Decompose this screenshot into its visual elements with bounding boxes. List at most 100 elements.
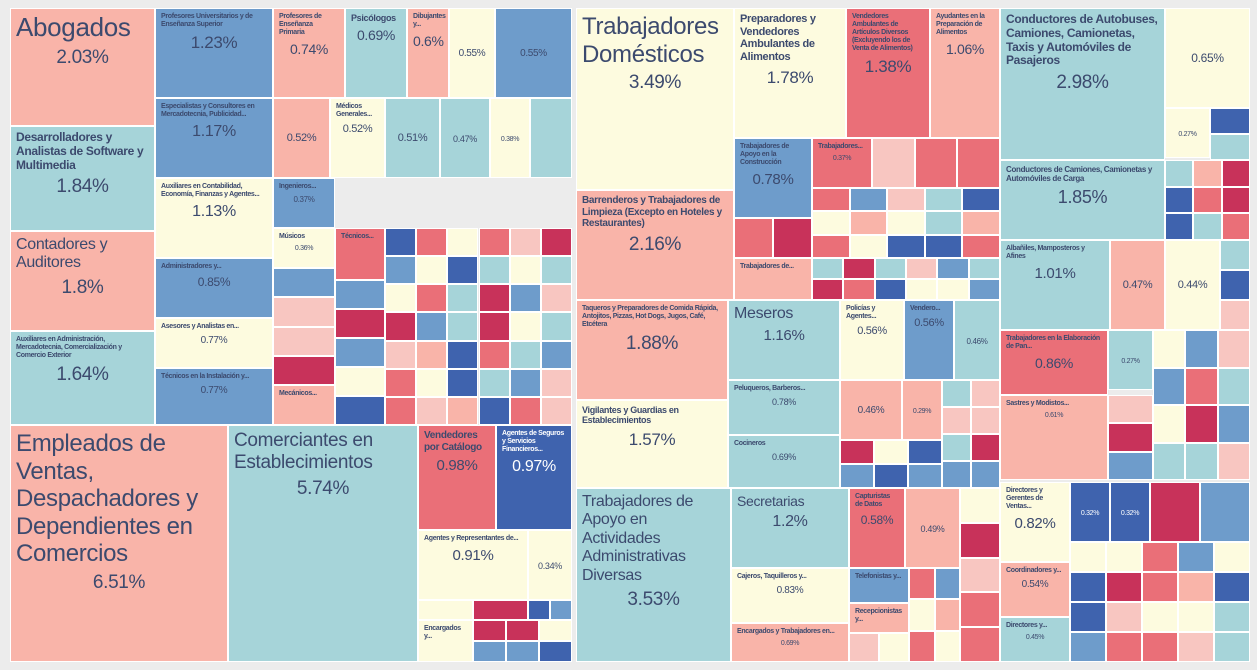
- tile: 0.46%: [954, 300, 1000, 380]
- filler-tile: [734, 218, 773, 258]
- tile: Agentes y Representantes de... 0.91%: [418, 530, 528, 600]
- tile: Vigilantes y Guardias en Establecimiento…: [576, 400, 728, 488]
- tile: 0.29%: [902, 380, 942, 440]
- filler-tile: [960, 592, 1000, 628]
- filler-tile: [335, 367, 385, 396]
- tile: Recepcionistas y...: [849, 603, 909, 633]
- filler-tile: [509, 396, 541, 425]
- tile-label: Profesores Universitarios y de Enseñanza…: [161, 13, 253, 29]
- filler-tile: [540, 368, 572, 397]
- filler-tile: [924, 188, 963, 212]
- tile: 0.27%: [1108, 330, 1153, 390]
- filler-tile: [843, 258, 875, 279]
- filler-tile: [385, 340, 417, 369]
- tile-value: 0.49%: [920, 524, 945, 534]
- tile-value: 0.29%: [912, 408, 932, 415]
- filler-tile: [872, 138, 915, 188]
- tile-label: Secretarias: [737, 493, 805, 509]
- filler-tile: [849, 211, 888, 235]
- filler-tile: [887, 211, 925, 235]
- tile: 0.47%: [1110, 240, 1165, 330]
- filler-tile: [1153, 367, 1186, 405]
- tile-value: 0.52%: [342, 123, 373, 136]
- tile: Músicos 0.36%: [273, 228, 335, 268]
- filler-tile: [1070, 632, 1106, 662]
- filler-tile: [385, 312, 417, 341]
- tile: Ayudantes en la Preparación de Alimentos…: [930, 8, 1000, 138]
- filler-tile: [540, 312, 572, 341]
- tile-label: Empleados de Ventas, Despachadores y Dep…: [16, 430, 198, 568]
- filler-tile: [971, 461, 1000, 488]
- filler-tile: [540, 228, 572, 257]
- tile: Capturistas de Datos 0.58%: [849, 488, 905, 568]
- filler-tile: [478, 284, 510, 313]
- tile-label: Encargados y...: [424, 625, 461, 641]
- filler-tile: [874, 279, 906, 300]
- filler-tile: [1185, 405, 1218, 443]
- filler-tile: [1150, 482, 1200, 542]
- tile: 0.34%: [528, 530, 572, 600]
- filler-tile: [840, 440, 874, 464]
- filler-tile: [1193, 160, 1222, 187]
- tile-label: Directores y...: [1006, 622, 1047, 629]
- filler-tile: [962, 211, 1000, 235]
- tile-label: Contadores y Auditores: [16, 236, 108, 272]
- filler-tile: [906, 258, 938, 279]
- tile: 0.51%: [385, 98, 440, 178]
- tile-value: 1.38%: [864, 57, 912, 77]
- filler-tile: [385, 368, 417, 397]
- tile-label: Meseros: [734, 305, 794, 322]
- tile-label: Conductores de Camiones, Camionetas y Au…: [1006, 165, 1152, 184]
- filler-tile: [942, 434, 971, 461]
- tile-label: Encargados y Trabajadores en...: [737, 628, 835, 635]
- filler-tile: [812, 234, 850, 258]
- tile: Directores y... 0.45%: [1000, 617, 1070, 662]
- filler-tile: [1214, 602, 1250, 632]
- filler-tile: [447, 396, 479, 425]
- filler-tile: [849, 633, 879, 662]
- tile: Telefonistas y...: [849, 568, 909, 603]
- tile-label: Ingenieros...: [279, 183, 317, 190]
- tile-value: 0.56%: [914, 317, 944, 330]
- filler-tile: [1153, 330, 1186, 368]
- tile-label: Conductores de Autobuses, Camiones, Cami…: [1006, 12, 1158, 68]
- tile: Contadores y Auditores 1.8%: [10, 231, 155, 331]
- tile-label: Trabajadores...: [818, 143, 863, 150]
- filler-tile: [447, 368, 479, 397]
- tile-value: 0.83%: [776, 585, 804, 597]
- tile-value: 1.06%: [945, 41, 985, 58]
- tile: Preparadores y Vendedores Ambulantes de …: [734, 8, 846, 138]
- filler-tile: [960, 557, 1000, 593]
- tile-label: Barrenderos y Trabajadores de Limpieza (…: [582, 195, 722, 229]
- filler-tile: [509, 284, 541, 313]
- tile-value: 0.61%: [1044, 412, 1064, 420]
- tile-value: 0.77%: [200, 385, 228, 397]
- filler-tile: [1221, 160, 1250, 187]
- tile: Trabajadores de Apoyo en Actividades Adm…: [576, 488, 731, 662]
- tile-value: 0.74%: [289, 41, 329, 58]
- tile-value: 0.78%: [772, 397, 796, 408]
- filler-tile: [812, 258, 844, 279]
- filler-tile: [934, 568, 960, 600]
- tile: 0.32%: [1110, 482, 1150, 542]
- tile-value: 0.56%: [857, 325, 887, 338]
- tile-value: 0.91%: [452, 547, 494, 565]
- filler-tile: [849, 234, 888, 258]
- filler-tile: [509, 228, 541, 257]
- tile: 0.27%: [1165, 108, 1210, 158]
- filler-tile: [1106, 602, 1142, 632]
- tile-value: 0.77%: [200, 335, 228, 347]
- filler-tile: [1165, 160, 1194, 187]
- filler-tile: [1217, 405, 1250, 443]
- filler-tile: [887, 234, 925, 258]
- tile: Peluqueros, Barberos... 0.78%: [728, 380, 840, 435]
- tile: Médicos Generales... 0.52%: [330, 98, 385, 178]
- tile: Comerciantes en Establecimientos 5.74%: [228, 425, 418, 662]
- tile-value: 1.57%: [628, 429, 676, 449]
- filler-tile: [509, 340, 541, 369]
- filler-tile: [1108, 395, 1153, 424]
- filler-tile: [971, 407, 1000, 434]
- tile-value: 1.84%: [56, 176, 109, 198]
- tile-value: 1.2%: [772, 513, 808, 531]
